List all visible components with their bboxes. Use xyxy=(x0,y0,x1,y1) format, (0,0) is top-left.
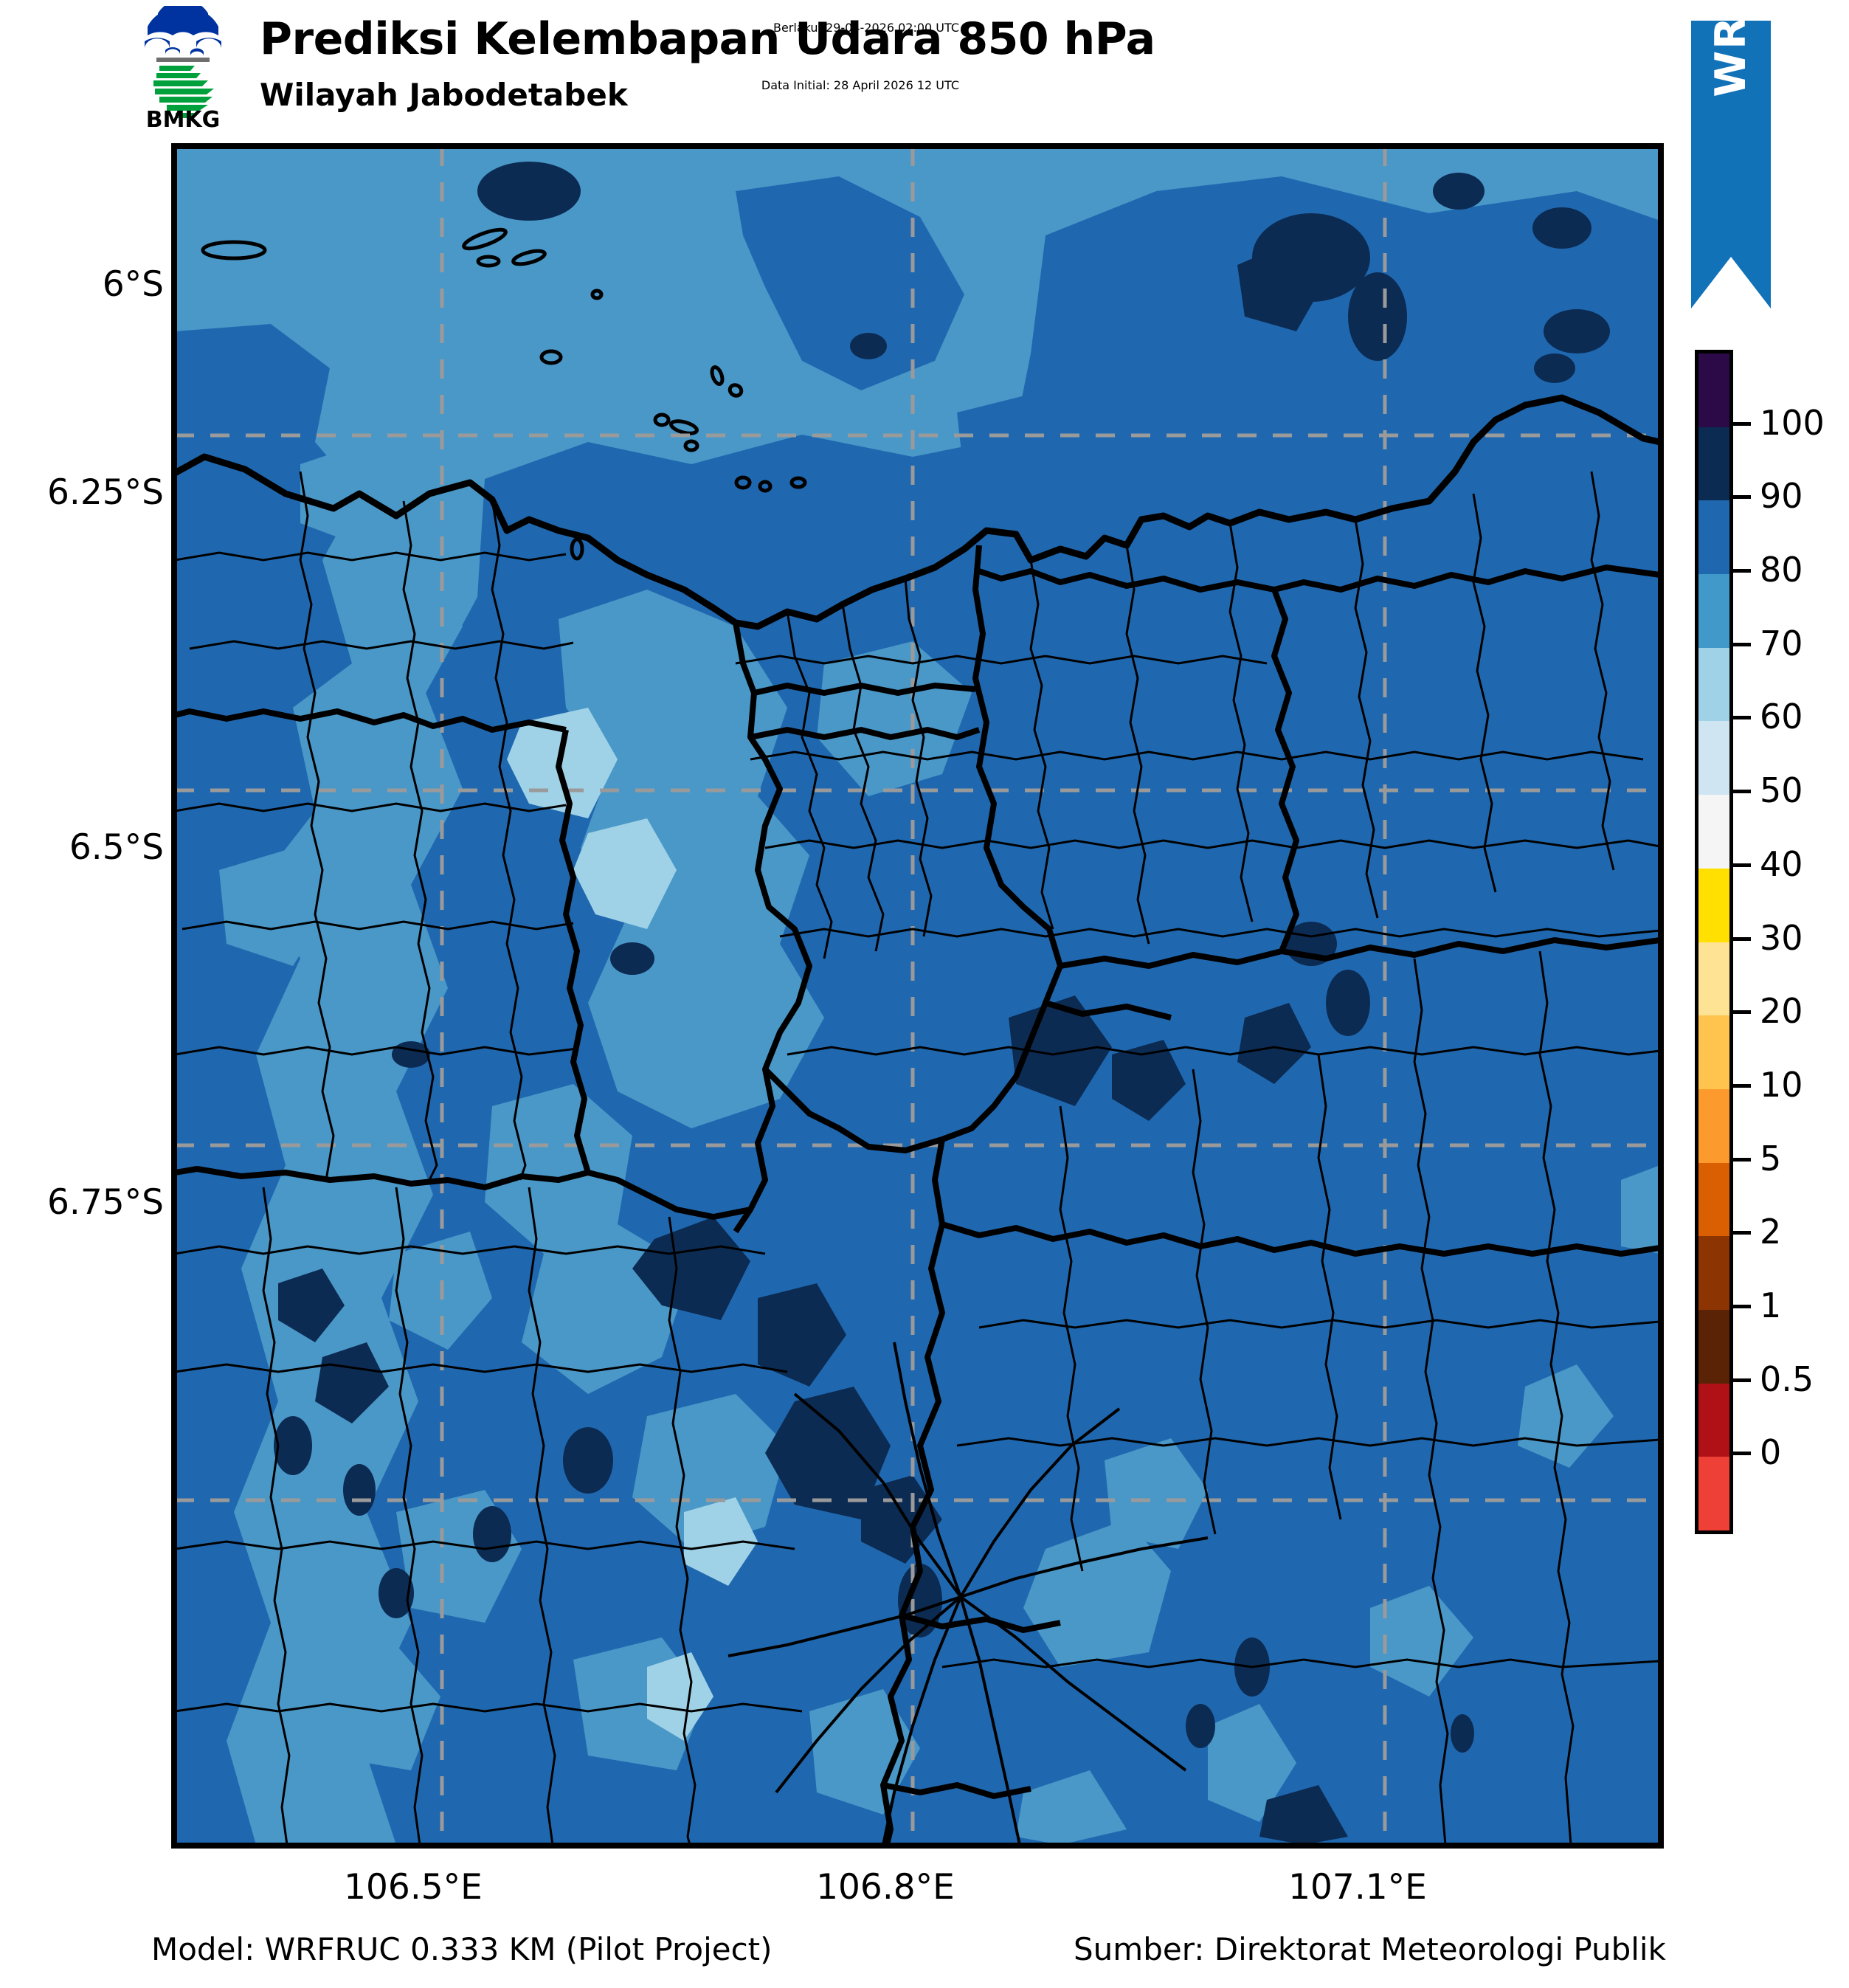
colorbar-tick-label: 90 xyxy=(1760,476,1803,517)
xtick-label: 106.5°E xyxy=(344,1867,483,1908)
colorbar-tick-label: 1 xyxy=(1760,1285,1782,1325)
colorbar-band xyxy=(1698,353,1729,427)
colorbar-band xyxy=(1698,1309,1729,1384)
page-title: Prediksi Kelembapan Udara 850 hPa xyxy=(260,13,1155,65)
colorbar-tick-label: 40 xyxy=(1760,843,1803,884)
colorbar-tick-mark xyxy=(1733,642,1751,646)
map-canvas[interactable] xyxy=(171,143,1664,1849)
ytick-label: 6°S xyxy=(102,264,164,305)
colorbar-tick-mark xyxy=(1733,790,1751,794)
colorbar-tick-label: 0 xyxy=(1760,1432,1782,1473)
ribbon-label: WRF RUC xyxy=(1691,0,1771,100)
colorbar-tick-label: 2 xyxy=(1760,1212,1782,1252)
colorbar-tick-mark xyxy=(1733,1157,1751,1162)
colorbar-tick-label: 60 xyxy=(1760,697,1803,737)
xtick-label: 107.1°E xyxy=(1288,1867,1427,1908)
colorbar-tick-label: 10 xyxy=(1760,1064,1803,1105)
colorbar xyxy=(1695,350,1733,1534)
colorbar-tick-label: 50 xyxy=(1760,770,1803,811)
xtick-label: 106.8°E xyxy=(816,1867,955,1908)
colorbar-tick-label: 0.5 xyxy=(1760,1359,1814,1399)
colorbar-ticks: 100 90 80 70 60 50 40 30 20 10 5 2 1 0.5 0 xyxy=(1733,350,1844,1534)
colorbar-band xyxy=(1698,1236,1729,1310)
colorbar-tick-mark xyxy=(1733,495,1751,500)
colorbar-band xyxy=(1698,868,1729,942)
ribbon-notch-icon xyxy=(1691,257,1771,308)
bmkg-logo: BMKG xyxy=(137,6,229,128)
valid-time: Berlaku: 29-04-2026 02:00 UTC xyxy=(773,21,959,35)
colorbar-tick-label: 80 xyxy=(1760,550,1803,590)
colorbar-band xyxy=(1698,1457,1729,1530)
colorbar-tick-mark xyxy=(1733,569,1751,573)
header: BMKG Prediksi Kelembapan Udara 850 hPa W… xyxy=(0,0,1849,140)
colorbar-tick-label: 20 xyxy=(1760,991,1803,1032)
colorbar-band xyxy=(1698,1015,1729,1089)
initial-time: Data Initial: 28 April 2026 12 UTC xyxy=(761,78,959,92)
colorbar-tick-mark xyxy=(1733,1452,1751,1456)
colorbar-tick-mark xyxy=(1733,1304,1751,1308)
footer-source: Sumber: Direktorat Meteorologi Publik xyxy=(1074,1931,1666,1967)
colorbar-tick-mark xyxy=(1733,1010,1751,1015)
colorbar-band xyxy=(1698,721,1729,795)
footer-model: Model: WRFRUC 0.333 KM (Pilot Project) xyxy=(151,1931,773,1967)
colorbar-tick-label: 30 xyxy=(1760,917,1803,958)
colorbar-tick-mark xyxy=(1733,1378,1751,1382)
colorbar-band xyxy=(1698,647,1729,722)
page-subtitle: Wilayah Jabodetabek xyxy=(260,77,628,113)
colorbar-tick-mark xyxy=(1733,1083,1751,1088)
colorbar-band xyxy=(1698,795,1729,869)
colorbar-band xyxy=(1698,1162,1729,1237)
ribbon-body xyxy=(1691,21,1771,257)
model-ribbon: WRF RUC xyxy=(1691,0,1771,308)
ytick-label: 6.25°S xyxy=(47,472,164,513)
colorbar-band xyxy=(1698,427,1729,501)
colorbar-band xyxy=(1698,574,1729,648)
colorbar-tick-mark xyxy=(1733,863,1751,867)
colorbar-band xyxy=(1698,1088,1729,1163)
colorbar-tick-mark xyxy=(1733,1231,1751,1235)
colorbar-tick-label: 100 xyxy=(1760,402,1825,443)
svg-text:BMKG: BMKG xyxy=(146,107,221,128)
ytick-label: 6.5°S xyxy=(69,827,164,868)
colorbar-tick-mark xyxy=(1733,936,1751,941)
colorbar-band xyxy=(1698,942,1729,1016)
colorbar-band xyxy=(1698,500,1729,575)
colorbar-tick-label: 70 xyxy=(1760,623,1803,663)
colorbar-band xyxy=(1698,1383,1729,1457)
humidity-contour-map xyxy=(175,147,1660,1845)
colorbar-tick-mark xyxy=(1733,421,1751,426)
colorbar-tick-mark xyxy=(1733,716,1751,720)
ytick-label: 6.75°S xyxy=(47,1182,164,1223)
colorbar-tick-label: 5 xyxy=(1760,1138,1782,1178)
